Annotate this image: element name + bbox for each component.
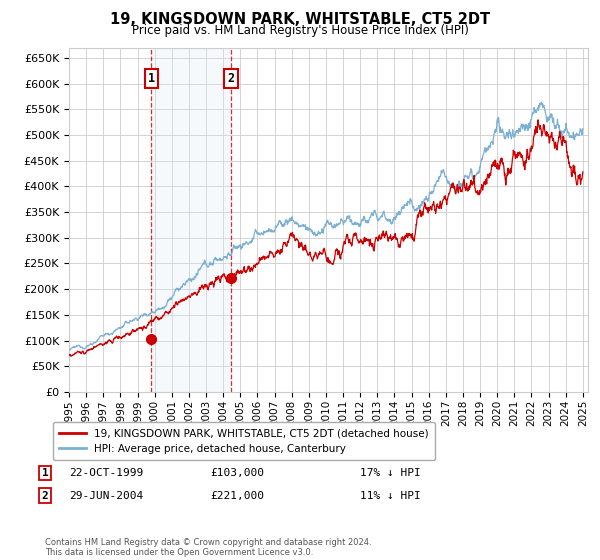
Bar xyxy=(151,48,231,392)
Legend: 19, KINGSDOWN PARK, WHITSTABLE, CT5 2DT (detached house), HPI: Average price, de: 19, KINGSDOWN PARK, WHITSTABLE, CT5 2DT … xyxy=(53,422,435,460)
Text: 17% ↓ HPI: 17% ↓ HPI xyxy=(360,468,421,478)
Text: 11% ↓ HPI: 11% ↓ HPI xyxy=(360,491,421,501)
Text: 1: 1 xyxy=(41,468,49,478)
Text: £103,000: £103,000 xyxy=(210,468,264,478)
Text: 2: 2 xyxy=(41,491,49,501)
Text: Contains HM Land Registry data © Crown copyright and database right 2024.
This d: Contains HM Land Registry data © Crown c… xyxy=(45,538,371,557)
Text: 22-OCT-1999: 22-OCT-1999 xyxy=(69,468,143,478)
Text: Price paid vs. HM Land Registry's House Price Index (HPI): Price paid vs. HM Land Registry's House … xyxy=(131,24,469,36)
Text: 1: 1 xyxy=(148,72,155,85)
Text: 29-JUN-2004: 29-JUN-2004 xyxy=(69,491,143,501)
Text: 19, KINGSDOWN PARK, WHITSTABLE, CT5 2DT: 19, KINGSDOWN PARK, WHITSTABLE, CT5 2DT xyxy=(110,12,490,27)
Text: 2: 2 xyxy=(227,72,235,85)
Text: £221,000: £221,000 xyxy=(210,491,264,501)
